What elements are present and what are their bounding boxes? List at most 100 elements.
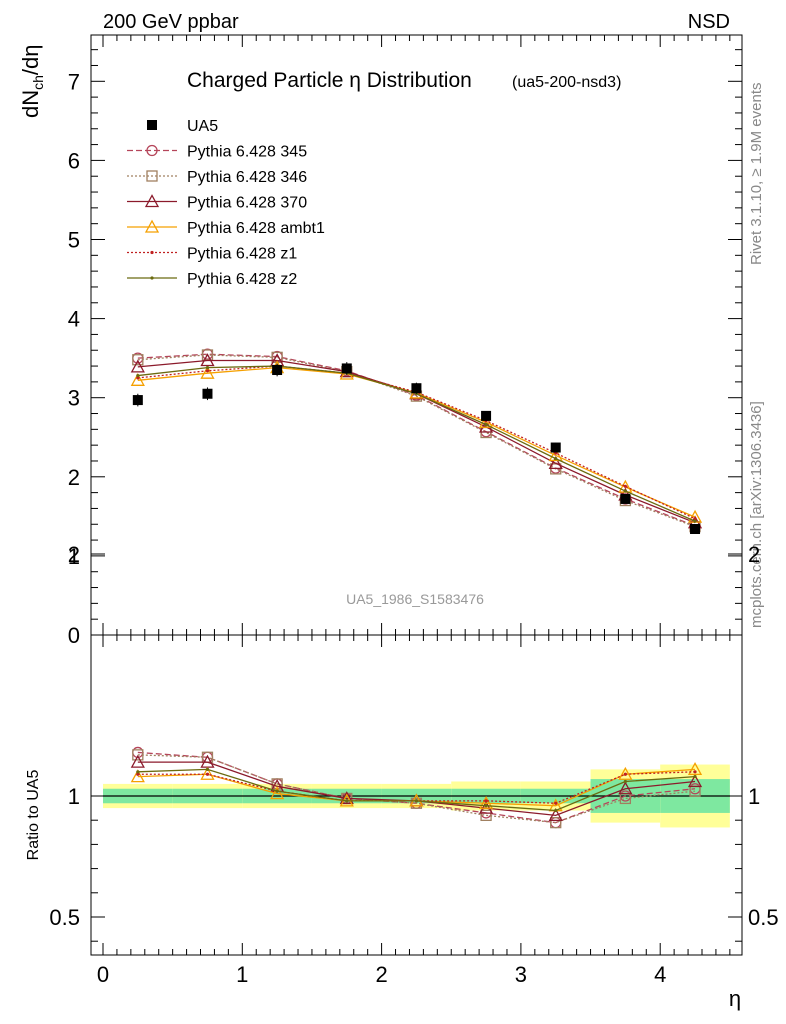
ratio-point-pythia-6-428-z2 <box>136 770 140 774</box>
data-point-ua5 <box>341 363 352 374</box>
series-line-pythia-6-428-z1 <box>137 365 696 520</box>
x-tick-label: 0 <box>97 962 109 987</box>
x-axis-label: η <box>729 986 741 1011</box>
series-point-pythia-6-428-z2 <box>554 457 558 461</box>
ratio-line-pythia-6-428-346 <box>137 754 696 824</box>
series-line-pythia-6-428-345 <box>137 353 696 527</box>
data-point-ua5 <box>411 383 422 394</box>
main-series-group <box>130 348 703 533</box>
x-tick-label: 1 <box>236 962 248 987</box>
header-right: NSD <box>688 11 730 33</box>
ratio-point-pythia-6-428-z2 <box>693 775 697 779</box>
y-tick-label-main: 5 <box>68 228 80 253</box>
y-tick-label-main: 3 <box>68 386 80 411</box>
series-line-pythia-6-428-346 <box>137 354 696 528</box>
data-point-ua5 <box>202 388 213 399</box>
ratio-point-pythia-6-428-ambt1 <box>130 769 145 783</box>
legend-marker-pythia-6-428-345 <box>146 144 158 157</box>
data-point-ua5 <box>481 410 492 421</box>
ratio-point-pythia-6-428-z2 <box>623 779 627 784</box>
ratio-panel-frame <box>90 634 743 956</box>
rivet-label: Rivet 3.1.10, ≥ 1.9M events <box>748 83 765 266</box>
legend-marker-pythia-6-428-z2 <box>150 276 154 280</box>
data-point-ua5 <box>550 442 561 453</box>
series-point-pythia-6-428-z1 <box>205 369 210 373</box>
main-data-points <box>132 362 701 535</box>
legend-label-pythia-6-428-370: Pythia 6.428 370 <box>187 195 307 212</box>
ratio-point-pythia-6-428-ambt1 <box>478 795 494 809</box>
ratio-y-tick-label-right: 1 <box>748 784 760 809</box>
ratio-point-pythia-6-428-370 <box>618 781 633 795</box>
ratio-y-tick-label-left: 1 <box>68 784 80 809</box>
data-point-ua5 <box>132 395 143 406</box>
ratio-point-pythia-6-428-ambt1 <box>618 766 633 780</box>
series-point-pythia-6-428-z2 <box>484 422 488 427</box>
analysis-watermark: UA5_1986_S1583476 <box>346 591 484 607</box>
series-point-pythia-6-428-370 <box>548 455 563 470</box>
ratio-point-pythia-6-428-z2 <box>484 804 488 808</box>
ratio-y-tick-label-right: 2 <box>748 542 760 567</box>
ratio-point-pythia-6-428-z2 <box>554 808 558 813</box>
legend-label-pythia-6-428-345: Pythia 6.428 345 <box>187 144 307 161</box>
legend-marker-pythia-6-428-ambt1 <box>144 219 160 233</box>
ratio-point-pythia-6-428-z1 <box>693 770 697 774</box>
ratio-point-pythia-6-428-ambt1 <box>200 766 215 780</box>
ratio-point-pythia-6-428-z1 <box>554 801 558 805</box>
ratio-point-pythia-6-428-z1 <box>205 772 210 776</box>
y-axis-label-ratio: Ratio to UA5 <box>25 770 42 861</box>
ratio-axis-ticks: 0.5 0.51 12 2 <box>49 542 779 955</box>
series-point-pythia-6-428-z2 <box>623 489 627 493</box>
data-point-ua5 <box>272 365 283 376</box>
x-tick-label: 4 <box>654 962 666 987</box>
series-point-pythia-6-428-z1 <box>623 484 627 488</box>
legend-marker-pythia-6-428-z1 <box>150 250 154 255</box>
chart-title: Charged Particle η Distribution <box>187 69 472 92</box>
x-tick-labels: 0 1 2 3 4 <box>97 962 666 987</box>
y-tick-label-main: 0 <box>68 623 80 648</box>
legend-marker-ua5 <box>147 120 157 130</box>
legend-label-pythia-6-428-z1: Pythia 6.428 z1 <box>187 246 297 263</box>
ratio-point-pythia-6-428-346 <box>480 809 492 822</box>
legend-label-ua5: UA5 <box>187 118 218 135</box>
ratio-point-pythia-6-428-370 <box>339 791 354 805</box>
chart-subtitle: (ua5-200-nsd3) <box>512 74 621 91</box>
ratio-uncertainty-bands <box>103 764 730 828</box>
legend-label-pythia-6-428-ambt1: Pythia 6.428 ambt1 <box>187 220 325 237</box>
ratio-y-tick-label-left: 0.5 <box>49 905 80 930</box>
y-tick-label-main: 4 <box>68 307 80 332</box>
legend-label-pythia-6-428-z2: Pythia 6.428 z2 <box>187 271 297 288</box>
x-tick-label: 3 <box>515 962 527 987</box>
header-left: 200 GeV ppbar <box>103 11 239 33</box>
ratio-point-pythia-6-428-370 <box>687 774 703 788</box>
mcplots-label: mcplots.cern.ch [arXiv:1306.3436] <box>748 401 765 628</box>
ratio-series-group <box>130 746 703 829</box>
y-tick-label-main: 1 <box>68 544 80 569</box>
y-axis-label-main: dNch/dη <box>18 44 46 118</box>
ratio-point-pythia-6-428-370 <box>478 800 494 814</box>
ratio-point-pythia-6-428-346 <box>550 816 562 829</box>
ratio-y-tick-label-right: 0.5 <box>748 905 779 930</box>
series-point-pythia-6-428-z2 <box>205 366 210 370</box>
series-point-pythia-6-428-346 <box>132 354 144 366</box>
ratio-point-pythia-6-428-ambt1 <box>270 786 285 800</box>
ratio-point-pythia-6-428-346 <box>132 749 144 761</box>
series-point-pythia-6-428-z1 <box>693 517 697 521</box>
ratio-point-pythia-6-428-370 <box>548 808 563 822</box>
ratio-point-pythia-6-428-z2 <box>414 799 419 803</box>
ratio-point-pythia-6-428-z1 <box>136 772 140 776</box>
series-point-pythia-6-428-370 <box>130 359 145 373</box>
ratio-point-pythia-6-428-ambt1 <box>687 762 703 776</box>
ratio-point-pythia-6-428-370 <box>130 754 145 768</box>
ratio-y-tick-label-left: 2 <box>68 542 80 567</box>
series-point-pythia-6-428-z2 <box>136 373 140 378</box>
legend: UA5 Pythia 6.428 345 Pythia 6.428 346 Pythi… <box>127 118 325 288</box>
series-point-pythia-6-428-ambt1 <box>200 365 215 379</box>
x-tick-label: 2 <box>375 962 387 987</box>
ratio-point-pythia-6-428-z2 <box>275 789 279 793</box>
data-point-ua5 <box>690 524 701 535</box>
series-point-pythia-6-428-370 <box>200 353 215 367</box>
data-point-ua5 <box>620 493 631 504</box>
